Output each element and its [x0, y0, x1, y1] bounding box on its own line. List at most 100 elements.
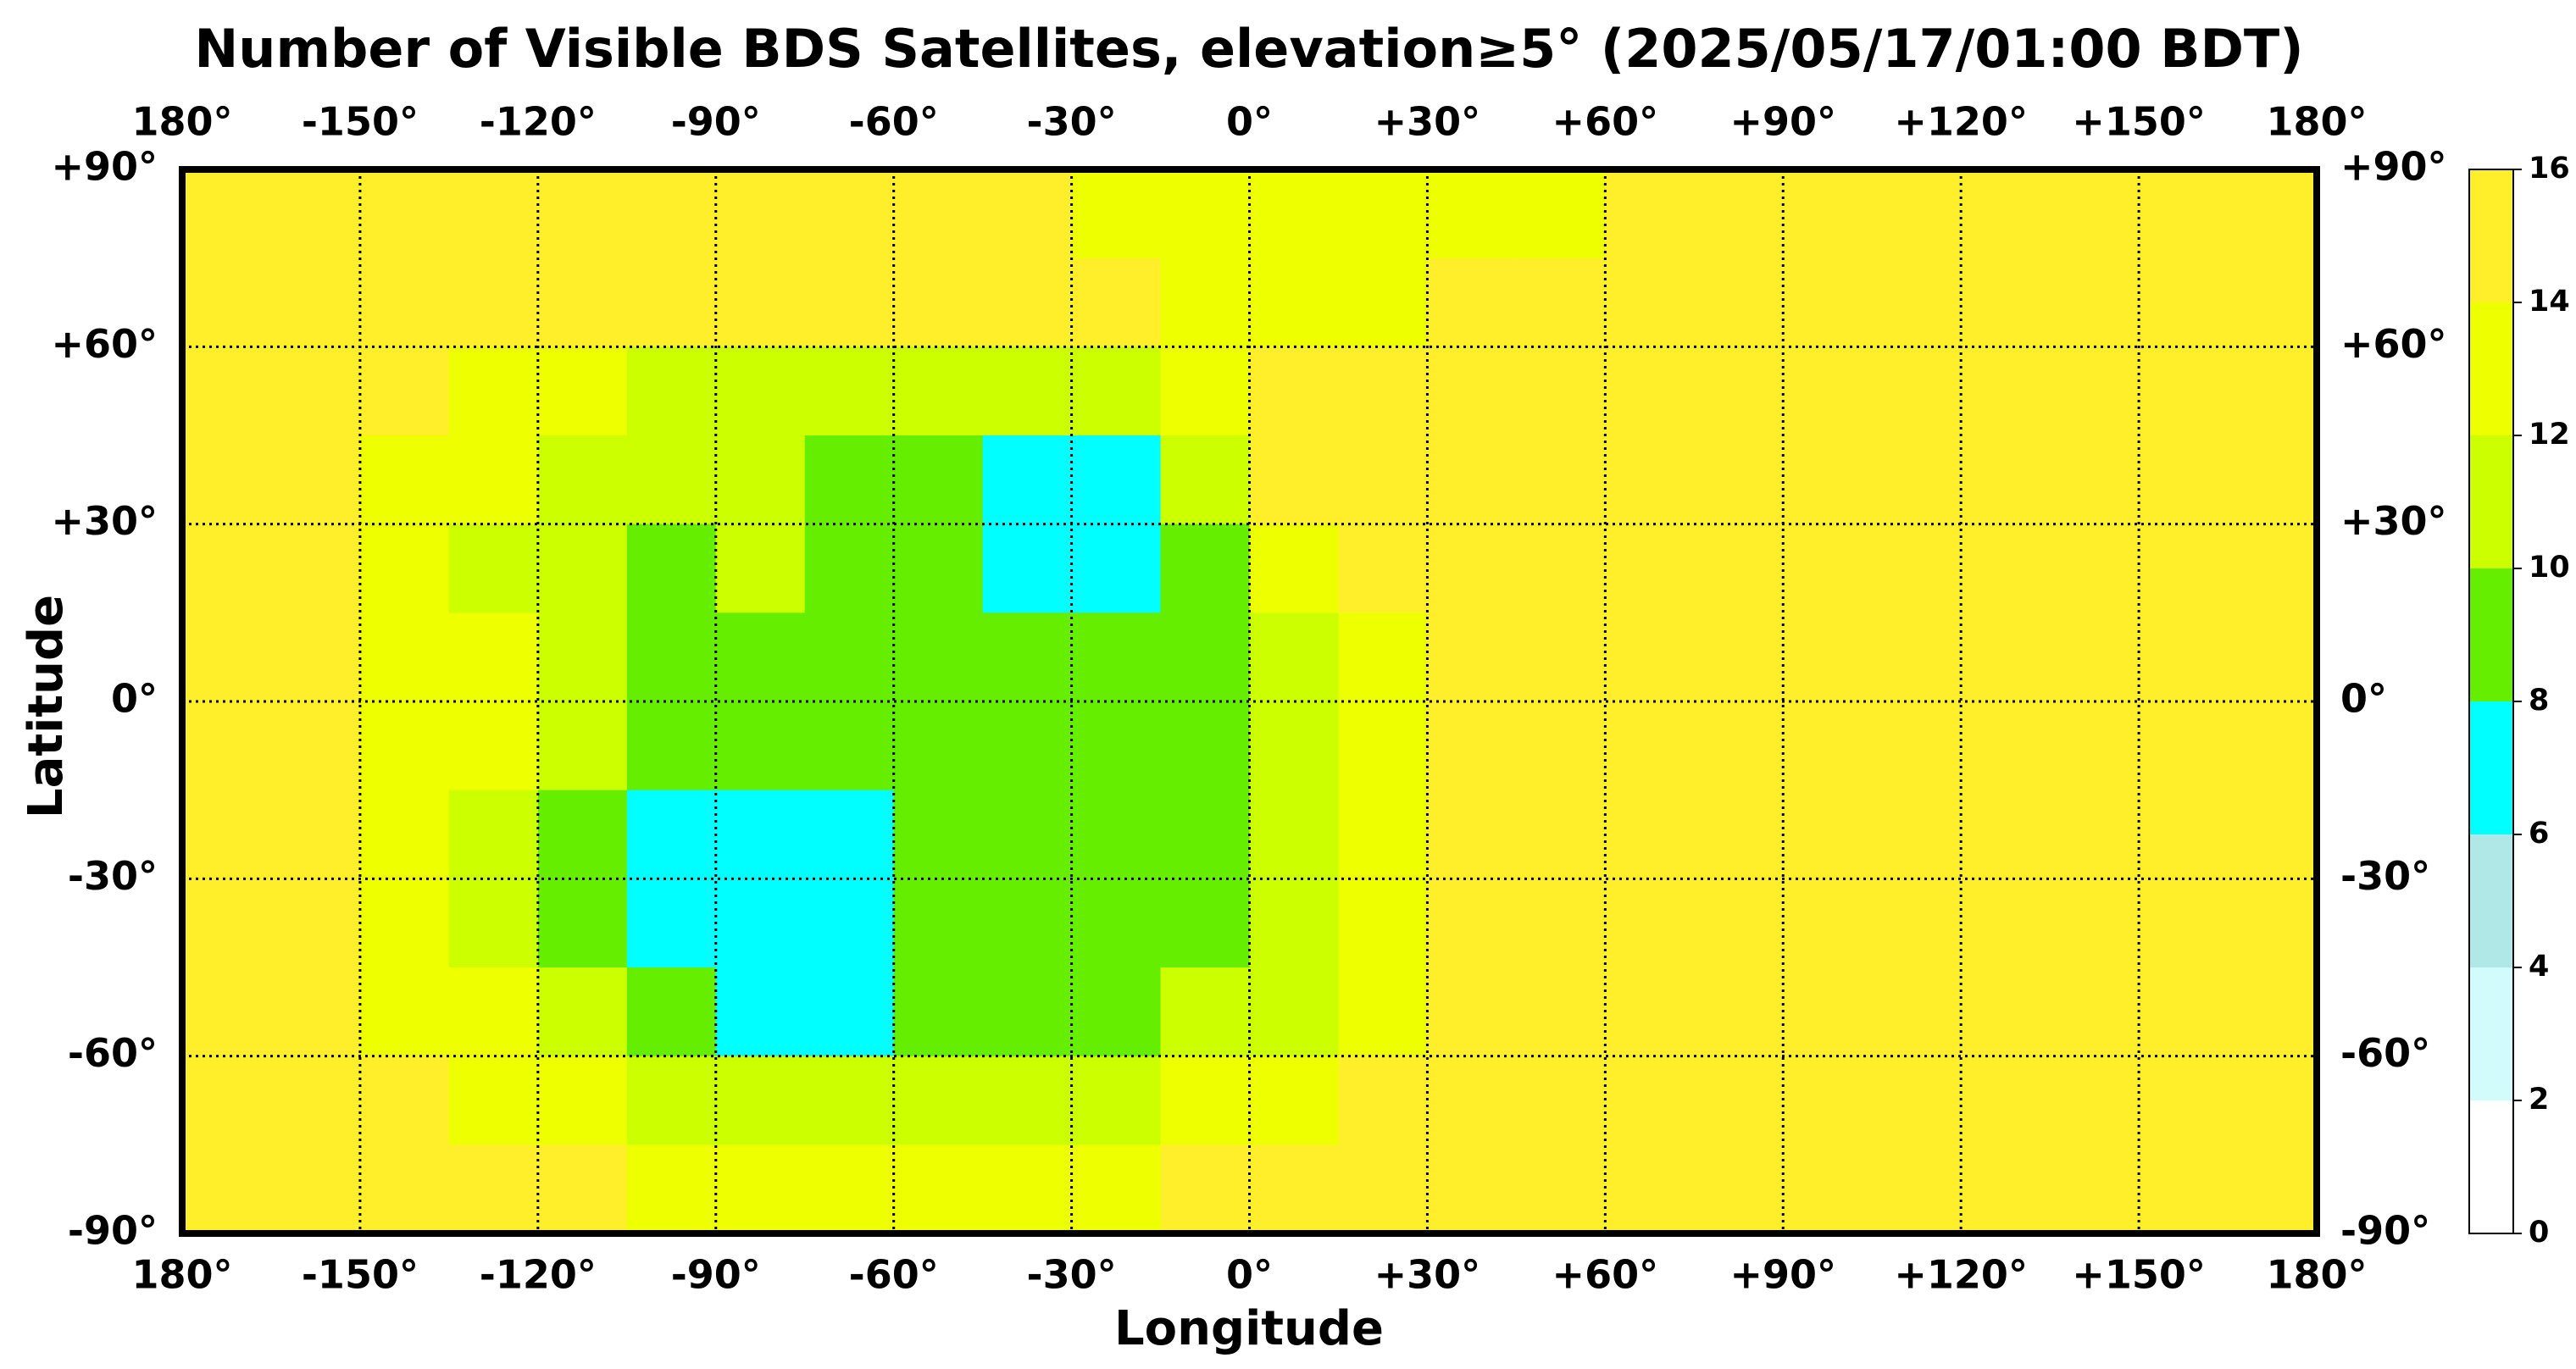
heatmap-cell [1783, 790, 1873, 879]
heatmap-cell [1249, 1145, 1340, 1234]
x-tick-label: +60° [1552, 99, 1659, 145]
heatmap-cell [893, 258, 984, 347]
heatmap-cell [1694, 701, 1784, 791]
colorbar-segment [2469, 967, 2513, 1100]
chart-title: Number of Visible BDS Satellites, elevat… [194, 18, 2303, 80]
heatmap-cell [2139, 612, 2229, 702]
heatmap-cell [893, 790, 984, 879]
heatmap-cell [1605, 1145, 1695, 1234]
heatmap-cell [1071, 701, 1162, 791]
heatmap-cell [1783, 878, 1873, 968]
heatmap-cell [715, 1056, 806, 1145]
colorbar-tick-label: 6 [2529, 817, 2549, 851]
x-tick-label: -30° [1027, 1252, 1117, 1298]
heatmap-cell [1694, 1145, 1784, 1234]
heatmap-cell [2228, 790, 2318, 879]
heatmap-cell [1160, 169, 1251, 259]
heatmap-cell [1516, 701, 1606, 791]
heatmap-cell [1071, 258, 1162, 347]
heatmap-cell [359, 790, 450, 879]
heatmap-cell [359, 346, 450, 436]
heatmap-cell [2228, 258, 2318, 347]
heatmap-cell [1961, 1056, 2051, 1145]
heatmap-cell [448, 878, 539, 968]
heatmap-cell [537, 258, 628, 347]
heatmap-cell [1427, 1145, 1517, 1234]
heatmap-cell [2050, 967, 2140, 1057]
heatmap-cell [715, 169, 806, 259]
heatmap-cell [1160, 967, 1251, 1057]
heatmap-cell [1338, 524, 1429, 613]
heatmap-cell [1516, 435, 1606, 525]
heatmap-cell [1605, 701, 1695, 791]
heatmap-cell [1961, 878, 2051, 968]
colorbar-tick-label: 14 [2529, 285, 2570, 319]
heatmap-cell [182, 878, 272, 968]
heatmap-cell [1249, 790, 1340, 879]
heatmap-cell [804, 258, 895, 347]
heatmap-cell [182, 967, 272, 1057]
heatmap-cell [2139, 1056, 2229, 1145]
heatmap-cell [982, 701, 1073, 791]
heatmap-cell [1872, 258, 1962, 347]
heatmap-cell [1872, 878, 1962, 968]
heatmap-cell [2228, 612, 2318, 702]
heatmap-cell [448, 1056, 539, 1145]
heatmap-cell [1961, 435, 2051, 525]
heatmap-cell [626, 258, 717, 347]
colorbar-segment [2469, 834, 2513, 967]
colorbar-segment [2469, 568, 2513, 701]
heatmap-cell [1694, 878, 1784, 968]
heatmap-cell [2139, 524, 2229, 613]
heatmap-cell [715, 524, 806, 613]
heatmap-cell [1872, 790, 1962, 879]
heatmap-cell [1249, 878, 1340, 968]
heatmap-cell [1338, 790, 1429, 879]
heatmap-cell [1071, 435, 1162, 525]
heatmap-cell [626, 1145, 717, 1234]
heatmap-cell [448, 967, 539, 1057]
heatmap-cell [1338, 878, 1429, 968]
heatmap-cell [537, 790, 628, 879]
heatmap-cell [270, 524, 361, 613]
heatmap-cell [1160, 1145, 1251, 1234]
heatmap-cell [1160, 258, 1251, 347]
y-tick-label: +90° [51, 144, 158, 190]
heatmap-cell [1872, 524, 1962, 613]
y-axis-label: Latitude [19, 595, 74, 818]
heatmap-cell [270, 346, 361, 436]
heatmap-cell [1427, 1056, 1517, 1145]
heatmap-cell [2050, 1056, 2140, 1145]
heatmap-cell [359, 258, 450, 347]
heatmap-cell [1605, 169, 1695, 259]
heatmap-cell [1516, 346, 1606, 436]
heatmap-cell [2050, 258, 2140, 347]
heatmap-cell [1783, 612, 1873, 702]
heatmap-cell [1427, 169, 1517, 259]
heatmap-cell [626, 701, 717, 791]
heatmap-cell [982, 258, 1073, 347]
heatmap-cell [182, 612, 272, 702]
heatmap-cell [715, 1145, 806, 1234]
heatmap-cell [1694, 524, 1784, 613]
heatmap-cell [182, 435, 272, 525]
heatmap-cell [1872, 435, 1962, 525]
heatmap-cell [1872, 701, 1962, 791]
x-tick-label: 180° [2266, 1252, 2367, 1298]
heatmap-cell [448, 524, 539, 613]
heatmap-cell [982, 1056, 1073, 1145]
heatmap-cell [1694, 1056, 1784, 1145]
heatmap-cell [1872, 346, 1962, 436]
heatmap-cell [982, 878, 1073, 968]
heatmap-cell [1338, 1056, 1429, 1145]
x-tick-label: +90° [1729, 99, 1836, 145]
heatmap-cell [2050, 524, 2140, 613]
heatmap-cell [893, 701, 984, 791]
heatmap-cell [270, 258, 361, 347]
heatmap-cell [1694, 258, 1784, 347]
heatmap-cell [1249, 346, 1340, 436]
heatmap-cell [715, 878, 806, 968]
x-tick-label: -90° [671, 1252, 761, 1298]
heatmap-cell [1872, 1056, 1962, 1145]
